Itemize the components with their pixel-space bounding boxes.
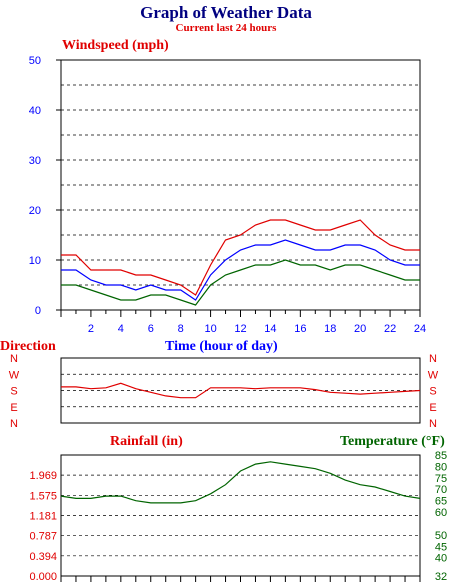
windspeed-x-tick-label: 6 <box>148 323 154 335</box>
windspeed-y-tick-label: 50 <box>29 55 41 67</box>
temperature-label: Temperature (°F) <box>340 434 445 449</box>
windspeed-label: Windspeed (mph) <box>62 38 169 53</box>
chart-subtitle: Current last 24 hours <box>176 22 278 34</box>
windspeed-x-tick-label: 2 <box>88 323 94 335</box>
direction-y-tick-label: N <box>10 353 18 365</box>
rainfall-y-tick-label: 0.787 <box>29 531 57 543</box>
windspeed-x-tick-label: 10 <box>204 323 216 335</box>
direction-plot-frame <box>60 357 421 424</box>
windspeed-x-tick-label: 20 <box>354 323 366 335</box>
direction-y-tick-label: N <box>10 418 18 430</box>
direction-y2-tick-label: N <box>429 353 437 365</box>
temperature-y-tick-label: 75 <box>435 473 447 485</box>
windspeed-x-tick-label: 22 <box>384 323 396 335</box>
windspeed-series-0-line <box>61 219 420 296</box>
direction-y2-tick-label: N <box>429 418 437 430</box>
direction-y-tick-label: S <box>10 386 17 398</box>
temperature-y-tick-label: 50 <box>435 530 447 542</box>
temperature-y-tick-label: 80 <box>435 461 447 473</box>
windspeed-y-tick-label: 10 <box>29 255 41 267</box>
rainfall-y-tick-label: 1.969 <box>29 470 57 482</box>
temperature-y-tick-label: 40 <box>435 553 447 565</box>
rainfall-y-tick-label: 1.181 <box>29 511 57 523</box>
temperature-y-tick-label: 45 <box>435 541 447 553</box>
chart-title: Graph of Weather Data <box>140 3 312 22</box>
windspeed-series-1-line <box>61 239 420 301</box>
windspeed-x-tick-label: 12 <box>234 323 246 335</box>
temperature-y-tick-label: 70 <box>435 484 447 496</box>
windspeed-x-tick-label: 18 <box>324 323 336 335</box>
direction-y2-tick-label: W <box>428 369 439 381</box>
windspeed-plot-frame <box>60 59 421 311</box>
windspeed-y-tick-label: 30 <box>29 155 41 167</box>
direction-y-tick-label: W <box>9 369 20 381</box>
rainfall-y-tick-label: 1.575 <box>29 490 57 502</box>
x-axis-label: Time (hour of day) <box>165 339 278 354</box>
temperature-y-tick-label: 60 <box>435 507 447 519</box>
windspeed-x-tick-label: 4 <box>118 323 124 335</box>
windspeed-y-tick-label: 40 <box>29 105 41 117</box>
temperature-series-0-line <box>60 461 421 504</box>
rainfall-y-tick-label: 0.394 <box>29 551 57 563</box>
direction-y-tick-label: E <box>10 402 17 414</box>
direction-label: Direction <box>0 339 56 354</box>
windspeed-y-tick-label: 0 <box>35 305 41 317</box>
temperature-y-tick-label: 65 <box>435 496 447 508</box>
direction-series-0-line <box>61 382 421 399</box>
rainfall-y-tick-label: 0.000 <box>29 571 57 583</box>
windspeed-x-tick-label: 24 <box>414 323 426 335</box>
rainfall-plot-frame <box>60 454 421 577</box>
rainfall-label: Rainfall (in) <box>110 434 183 449</box>
direction-y2-tick-label: S <box>429 386 436 398</box>
windspeed-x-tick-label: 8 <box>178 323 184 335</box>
windspeed-x-tick-label: 16 <box>294 323 306 335</box>
temperature-y-tick-label: 85 <box>435 450 447 462</box>
windspeed-series-2-line <box>61 259 420 306</box>
temperature-y-tick-label: 32 <box>435 571 447 583</box>
windspeed-y-tick-label: 20 <box>29 205 41 217</box>
windspeed-x-tick-label: 14 <box>264 323 276 335</box>
direction-y2-tick-label: E <box>429 402 436 414</box>
